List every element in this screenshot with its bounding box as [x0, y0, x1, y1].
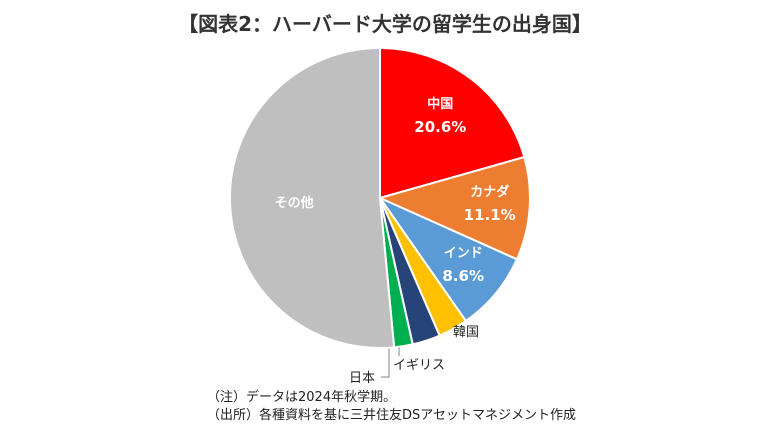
slice-2-wedge	[377, 155, 531, 261]
slice-7-label: その他	[275, 195, 314, 211]
slice-6-leader-line	[381, 347, 390, 378]
chart-title: 【図表2：ハーバード大学の留学生の出身国】	[178, 12, 592, 36]
slice-6-label: 日本	[349, 371, 375, 386]
slice-3-value-label: 8.6%	[442, 267, 484, 285]
slice-4-label: 韓国	[453, 325, 479, 340]
slice-7-wedge	[228, 46, 396, 349]
slice-2-value-label: 11.1%	[464, 206, 516, 224]
slice-2-label: カナダ	[470, 184, 509, 200]
slice-3-label: インド	[444, 246, 483, 261]
slice-5-label: イギリス	[393, 358, 445, 373]
slice-1-wedge	[379, 46, 526, 200]
footnote-data-period: （注）データは2024年秋学期。	[207, 390, 397, 405]
footnote-source: （出所）各種資料を基に三井住友DSアセットマネジメント作成	[207, 408, 577, 423]
slice-1-value-label: 20.6%	[414, 118, 466, 136]
slice-1-label: 中国	[427, 96, 453, 112]
